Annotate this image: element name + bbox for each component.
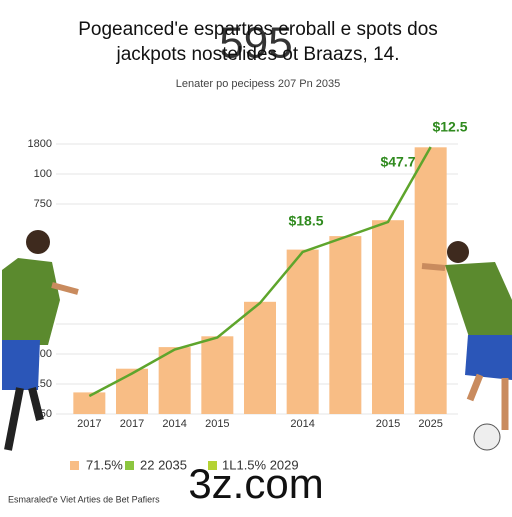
legend-swatch: [125, 461, 134, 470]
legend-swatch: [208, 461, 217, 470]
legend-label: 1L1.5% 2029: [222, 457, 299, 472]
chart-subtitle: Lenater po pecipess 207 Pn 2035: [176, 78, 341, 90]
x-tick-label: 2025: [418, 418, 442, 430]
annotation: $12.5: [432, 119, 467, 135]
x-tick-label: 2015: [205, 418, 229, 430]
legend-swatch: [70, 461, 79, 470]
line: [88, 146, 432, 398]
y-tick-label: 750: [34, 198, 52, 210]
y-tick-label: 1800: [28, 138, 52, 150]
bar: [372, 220, 404, 414]
x-tick-label: 2017: [120, 418, 144, 430]
x-tick-label: 2014: [290, 418, 314, 430]
bar: [329, 236, 362, 414]
footer: Esmaraled'e Viet Arties de Bet Pafiers: [8, 494, 160, 504]
bar: [201, 336, 234, 414]
chart-title: Pogeanced'e espartres eroball e spots do…: [78, 19, 438, 40]
x-tick-label: 2014: [162, 418, 186, 430]
watermark: 3z.com: [188, 460, 323, 507]
bar: [286, 249, 319, 414]
legend-label: 71.5%: [86, 457, 123, 472]
annotation: $47.7: [380, 154, 415, 170]
bar: [414, 147, 447, 415]
bar: [116, 368, 148, 414]
bar: [158, 347, 191, 414]
bar: [244, 301, 276, 414]
watermark: 595: [219, 19, 292, 68]
legend-label: 22 2035: [140, 457, 187, 472]
chart-title: jackpots nostelides ot Braazs, 14.: [115, 44, 399, 65]
y-tick-label: 100: [34, 168, 52, 180]
x-tick-label: 2015: [376, 418, 400, 430]
annotation: $18.5: [288, 213, 323, 229]
x-tick-label: 2017: [77, 418, 101, 430]
bar: [73, 392, 106, 414]
player-figures: [2, 230, 512, 451]
